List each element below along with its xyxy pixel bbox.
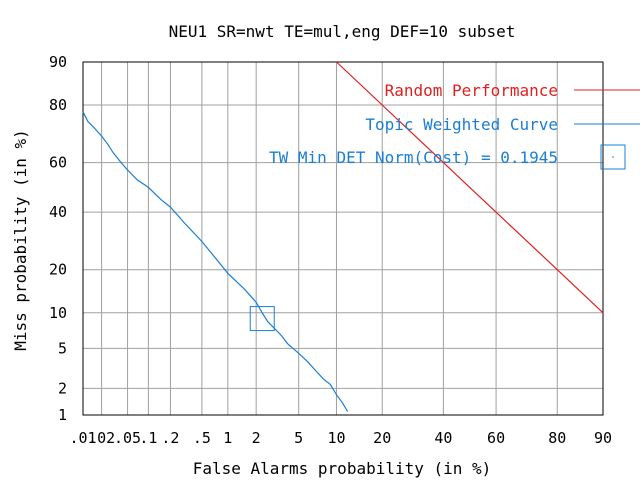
x-tick-label: .5 [193,429,211,447]
x-tick-label: 60 [487,429,505,447]
legend-label: Random Performance [385,81,558,100]
x-tick-label: 2 [252,429,261,447]
min-det-marker [249,306,275,332]
random-performance-line [336,61,604,314]
x-tick-label: .02 [88,429,115,447]
topic-weighted-curve [82,111,349,412]
x-tick-label: .01 [69,429,96,447]
x-tick-label: 20 [373,429,391,447]
y-tick-label: 2 [58,379,67,397]
y-tick-label: 10 [49,304,67,322]
x-tick-label: 5 [294,429,303,447]
plot-frame [82,61,604,416]
y-axis-label: Miss probability (in %) [11,129,30,351]
y-tick-label: 5 [58,339,67,357]
legend: Random Performance Topic Weighted Curve TW… [269,81,640,170]
legend-marker-sample [600,144,626,170]
grid [82,61,604,416]
x-tick-label: 10 [327,429,345,447]
x-tick-labels: .01.02.05.1.2 .5 1 2 5 10 20 40 60 80 90 [69,429,612,447]
y-tick-label: 40 [49,203,67,221]
y-tick-label: 1 [58,406,67,424]
y-tick-label: 90 [49,53,67,71]
x-tick-label: .2 [161,429,179,447]
legend-marker-dot [612,156,614,158]
x-tick-label: .05 [114,429,141,447]
y-tick-label: 60 [49,154,67,172]
y-tick-label: 20 [49,261,67,279]
legend-label: Topic Weighted Curve [365,115,558,134]
x-tick-label: 1 [223,429,232,447]
chart-title: NEU1 SR=nwt TE=mul,eng DEF=10 subset [169,22,516,41]
x-tick-label: 90 [594,429,612,447]
y-tick-labels: 1 2 5 10 20 40 60 80 90 [49,53,67,424]
y-tick-label: 80 [49,96,67,114]
series-layer [82,61,604,412]
x-tick-label: .1 [139,429,157,447]
x-axis-label: False Alarms probability (in %) [193,459,492,478]
legend-label: TW Min DET Norm(Cost) = 0.1945 [269,148,558,167]
x-tick-label: 40 [434,429,452,447]
x-tick-label: 80 [548,429,566,447]
